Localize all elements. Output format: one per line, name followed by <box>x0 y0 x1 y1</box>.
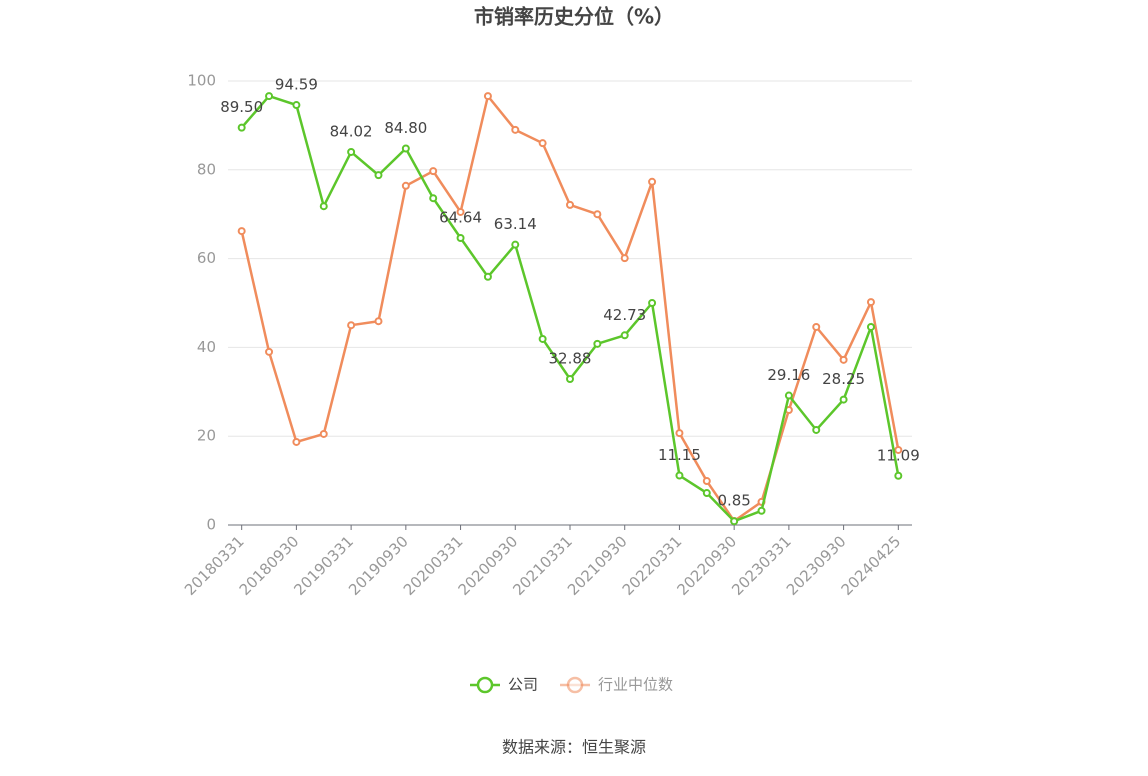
data-point <box>675 471 684 480</box>
data-point <box>538 139 547 148</box>
data-point <box>894 445 903 454</box>
data-point <box>784 391 793 400</box>
y-tick-label: 100 <box>187 72 216 90</box>
data-point <box>319 429 328 438</box>
data-point <box>292 101 301 110</box>
data-point <box>866 298 875 307</box>
data-label: 0.85 <box>717 492 750 510</box>
data-point <box>648 299 657 307</box>
legend-marker <box>476 676 494 694</box>
series-line <box>240 93 900 523</box>
data-point <box>347 321 356 330</box>
data-point <box>730 517 739 526</box>
source-note: 数据来源：恒生聚源 <box>502 738 646 757</box>
y-tick-label: 20 <box>197 427 216 445</box>
data-point <box>347 147 356 156</box>
y-tick-label: 80 <box>197 160 216 178</box>
data-point <box>620 331 629 340</box>
data-point <box>702 477 711 486</box>
data-point <box>511 125 520 134</box>
data-label: 28.25 <box>822 370 865 388</box>
data-point <box>593 339 602 348</box>
y-tick-label: 40 <box>197 338 216 356</box>
data-point <box>429 167 438 176</box>
data-label: 11.15 <box>658 446 701 464</box>
data-label: 11.09 <box>877 446 920 464</box>
data-point <box>566 375 574 384</box>
data-point <box>839 395 848 404</box>
data-point <box>812 425 821 434</box>
data-point <box>538 334 547 343</box>
y-tick-label: 60 <box>197 249 216 267</box>
data-point <box>265 347 274 356</box>
data-point <box>374 171 383 180</box>
data-point <box>593 210 602 219</box>
y-tick-label: 0 <box>206 516 216 534</box>
data-point <box>292 437 301 446</box>
data-label: 64.64 <box>439 208 482 226</box>
data-label: 63.14 <box>494 215 537 233</box>
data-label: 32.88 <box>549 350 592 368</box>
data-point <box>812 322 821 331</box>
data-point <box>319 202 328 211</box>
data-point <box>429 194 438 203</box>
data-point <box>237 227 246 236</box>
data-label: 84.80 <box>384 119 427 137</box>
data-point <box>648 177 657 186</box>
legend-marker <box>566 676 584 694</box>
data-point <box>566 200 574 209</box>
x-tick-label: 20240425 <box>838 532 905 599</box>
data-point <box>456 233 465 242</box>
data-point <box>866 322 875 331</box>
data-point <box>483 92 492 101</box>
data-point <box>511 240 520 249</box>
data-point <box>237 123 246 132</box>
data-label: 84.02 <box>330 122 373 140</box>
data-point <box>839 355 848 364</box>
data-point <box>401 181 410 190</box>
data-label: 94.59 <box>275 76 318 94</box>
data-point <box>675 429 684 438</box>
data-label: 42.73 <box>603 306 646 324</box>
data-point <box>757 506 766 515</box>
data-point <box>702 489 711 498</box>
data-point <box>374 317 383 326</box>
data-point <box>620 254 629 263</box>
data-label: 29.16 <box>767 366 810 384</box>
data-point <box>456 207 465 216</box>
data-point <box>894 471 903 480</box>
series-line <box>240 94 900 523</box>
data-point <box>401 144 410 153</box>
chart-title: 市销率历史分位（%） <box>474 5 674 29</box>
data-point <box>265 92 274 101</box>
data-point <box>483 272 492 281</box>
data-label: 89.50 <box>220 98 263 116</box>
legend-label: 公司 <box>508 676 538 694</box>
legend-label: 行业中位数 <box>598 676 673 694</box>
